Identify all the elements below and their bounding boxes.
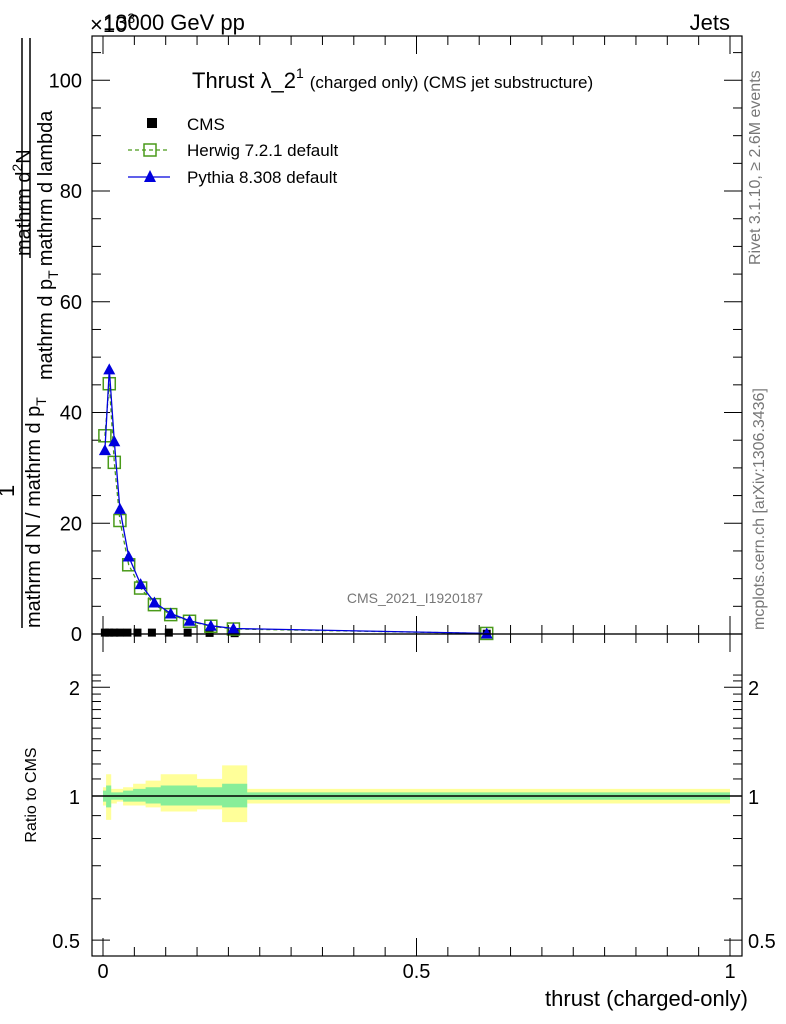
y-tick-label: 100 (49, 70, 82, 92)
pythia-point (108, 435, 121, 447)
legend-cms-marker (147, 118, 157, 128)
process-label: Jets (690, 10, 730, 35)
ratio-y-tick-label: 1 (69, 787, 80, 809)
cms-point (115, 628, 124, 637)
pythia-point (134, 578, 147, 590)
ratio-y-tick-label-right: 2 (748, 678, 759, 700)
y-tick-label: 0 (71, 624, 82, 646)
pythia-point (164, 607, 177, 619)
exponent-power: 3 (127, 10, 135, 26)
y-tick-label: 40 (60, 403, 82, 425)
ylabel-num-right: mathrm d2N (9, 149, 35, 256)
x-tick-label: 0.5 (403, 961, 431, 983)
pythia-point (113, 502, 126, 514)
main-ylabel: 1 mathrm d N / mathrm d pT mathrm d2N ma… (0, 38, 61, 628)
ratio-axis-ticks: 0.5 0.5 1 1 2 2 0 0.5 1 (52, 634, 776, 983)
legend-pythia-marker (144, 170, 156, 182)
y-tick-label: 20 (60, 513, 82, 535)
legend-cms-label: CMS (187, 115, 225, 134)
cms-point (133, 628, 142, 637)
main-axis-ticks: 0 20 40 60 80 100 (49, 36, 742, 646)
cms-point (100, 628, 109, 637)
legend: CMS Herwig 7.2.1 default Pythia 8.308 de… (128, 115, 338, 187)
cms-point (164, 628, 173, 637)
ratio-y-tick-label: 2 (69, 678, 80, 700)
ratio-y-tick-label-right: 1 (748, 787, 759, 809)
cms-point (110, 628, 119, 637)
rivet-label: Rivet 3.1.10, ≥ 2.6M events (747, 70, 764, 265)
pythia-point (183, 614, 196, 626)
ratio-frame (91, 633, 743, 957)
legend-herwig-marker (143, 143, 157, 157)
cms-point (183, 628, 192, 637)
main-series (98, 363, 494, 641)
legend-herwig-label: Herwig 7.2.1 default (187, 141, 338, 160)
cms-point (105, 628, 114, 637)
cms-point (147, 628, 156, 637)
y-tick-label: 60 (60, 292, 82, 314)
exponent-label: ×103 (90, 10, 135, 37)
cms-point (123, 628, 132, 637)
ylabel-num-left: 1 (0, 485, 19, 497)
pythia-point (122, 550, 135, 562)
ratio-bands (103, 765, 730, 823)
series-line-2 (104, 369, 487, 635)
y-tick-label: 80 (60, 181, 82, 203)
pythia-point (148, 596, 161, 608)
x-axis-label: thrust (charged-only) (545, 986, 748, 1011)
herwig-point (113, 513, 127, 528)
x-tick-label: 1 (724, 961, 735, 983)
ratio-y-tick-label-right: 0.5 (748, 931, 776, 953)
ylabel-den-left: mathrm d N / mathrm d pT (23, 397, 49, 628)
mcplots-label: mcplots.cern.ch [arXiv:1306.3436] (751, 388, 768, 630)
analysis-watermark: CMS_2021_I1920187 (347, 590, 483, 606)
legend-pythia-label: Pythia 8.308 default (187, 168, 338, 187)
pythia-point (103, 363, 116, 375)
pythia-point (98, 444, 111, 456)
ratio-ylabel: Ratio to CMS (23, 747, 40, 842)
herwig-point (107, 455, 122, 470)
ylabel-den-right: mathrm d pTmathrm d lambda (35, 110, 61, 380)
pythia-point (204, 619, 217, 631)
chart-title: Thrust λ_21 (charged only) (CMS jet subst… (192, 65, 593, 93)
energy-label: 13000 GeV pp (103, 10, 245, 35)
pythia-point (480, 627, 493, 639)
ratio-y-tick-label: 0.5 (52, 931, 80, 953)
x-tick-label: 0 (97, 961, 108, 983)
pythia-point (227, 622, 240, 634)
